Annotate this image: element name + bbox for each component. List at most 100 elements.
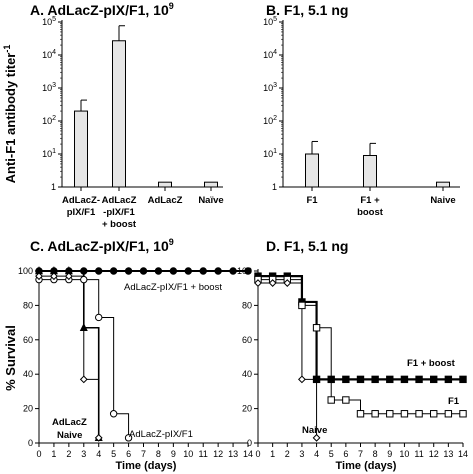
data-point bbox=[94, 433, 103, 442]
data-point bbox=[298, 375, 306, 384]
survival-line bbox=[258, 282, 318, 438]
data-point bbox=[400, 375, 409, 384]
data-point bbox=[64, 272, 73, 281]
data-point bbox=[327, 396, 335, 404]
panel-d-xlabel: Time (days) bbox=[336, 460, 397, 472]
data-point bbox=[386, 375, 394, 384]
x-tick-label: 2 bbox=[285, 449, 290, 459]
survival-line bbox=[39, 279, 130, 438]
x-tick-label: 9 bbox=[171, 449, 176, 459]
panel-c-ylabel: % Survival bbox=[3, 325, 18, 391]
category-label: Naïve bbox=[198, 195, 223, 206]
panel-b-plot: 1 101 102 103 104 105 F1 F1 +boost Naive bbox=[263, 16, 460, 218]
data-point bbox=[184, 267, 192, 275]
x-tick-label: 11 bbox=[199, 449, 208, 459]
data-point bbox=[124, 267, 133, 275]
category-label: boost bbox=[357, 207, 384, 218]
x-tick-label: 2 bbox=[66, 449, 71, 459]
category-label: F1 + bbox=[360, 195, 380, 206]
x-tick-label: 4 bbox=[314, 449, 319, 459]
survival-line bbox=[39, 270, 100, 438]
bar bbox=[436, 181, 450, 188]
panel-d-title: D. F1, 5.1 ng bbox=[266, 238, 348, 254]
x-tick-label: 10 bbox=[183, 449, 193, 459]
data-point bbox=[95, 313, 103, 322]
x-tick-label: 5 bbox=[329, 449, 334, 459]
data-point bbox=[80, 275, 88, 284]
y-tick-label: 60 bbox=[23, 335, 33, 345]
data-point bbox=[229, 267, 237, 275]
y-tick-label: 104 bbox=[263, 49, 277, 60]
x-tick-label: 0 bbox=[36, 449, 41, 459]
x-tick-label: 8 bbox=[373, 449, 378, 459]
data-point bbox=[342, 396, 350, 404]
y-tick-label: 105 bbox=[42, 16, 56, 27]
data-point bbox=[356, 375, 365, 384]
panel-b-title: B. F1, 5.1 ng bbox=[266, 2, 348, 18]
data-point bbox=[430, 375, 438, 384]
data-point bbox=[79, 322, 88, 331]
bar bbox=[204, 181, 218, 188]
y-tick-label: 40 bbox=[23, 369, 33, 379]
x-tick-label: 9 bbox=[387, 449, 392, 459]
data-point bbox=[298, 301, 306, 310]
y-tick-label: 20 bbox=[242, 404, 252, 414]
x-tick-label: 3 bbox=[81, 449, 86, 459]
y-tick-label: 60 bbox=[242, 335, 252, 345]
data-point bbox=[415, 375, 423, 384]
y-tick-label: 80 bbox=[242, 300, 252, 310]
category-label: AdLacZ bbox=[148, 195, 183, 206]
y-tick-label: 105 bbox=[263, 16, 277, 27]
data-point bbox=[109, 410, 118, 418]
x-tick-label: 3 bbox=[299, 449, 304, 459]
data-point bbox=[415, 410, 423, 418]
data-point bbox=[35, 272, 43, 281]
y-tick-label: 40 bbox=[242, 369, 252, 379]
data-point bbox=[50, 272, 58, 281]
data-point bbox=[342, 375, 350, 384]
data-point bbox=[444, 375, 453, 384]
data-point bbox=[79, 375, 88, 384]
category-label: pIX/F1 bbox=[67, 207, 96, 218]
panel-c-title: C. AdLacZ-pIX/F1, 109 bbox=[30, 237, 174, 254]
y-tick-label: 104 bbox=[42, 49, 56, 60]
data-point bbox=[386, 410, 394, 418]
category-label: AdLacZ- bbox=[62, 195, 100, 206]
annotation-adlacz: AdLacZ bbox=[52, 417, 87, 428]
data-point bbox=[169, 267, 178, 275]
x-tick-label: 14 bbox=[243, 449, 253, 459]
y-tick-label: 101 bbox=[42, 148, 56, 159]
data-point bbox=[400, 410, 409, 418]
x-tick-label: 12 bbox=[213, 449, 223, 459]
x-tick-label: 8 bbox=[156, 449, 161, 459]
data-point bbox=[430, 410, 438, 418]
data-point bbox=[124, 434, 133, 442]
y-tick-label: 1 bbox=[272, 182, 277, 192]
y-tick-label: 103 bbox=[42, 82, 56, 93]
data-point bbox=[244, 267, 252, 275]
annotation-naive-d: Naive bbox=[302, 425, 327, 436]
data-point bbox=[371, 410, 379, 418]
x-tick-label: 11 bbox=[414, 449, 423, 459]
bar bbox=[363, 155, 377, 188]
survival-line bbox=[39, 275, 100, 438]
x-tick-label: 13 bbox=[228, 449, 238, 459]
x-tick-label: 6 bbox=[126, 449, 131, 459]
data-point bbox=[95, 267, 103, 275]
x-tick-label: 4 bbox=[96, 449, 101, 459]
y-tick-label: 102 bbox=[263, 115, 277, 126]
x-tick-label: 13 bbox=[443, 449, 453, 459]
x-tick-label: 1 bbox=[51, 449, 56, 459]
y-tick-label: 1 bbox=[51, 182, 56, 192]
panel-a-plot: 1101102103104105AdLacZ-pIX/F1AdLacZ-pIX/… bbox=[42, 16, 224, 230]
data-point bbox=[371, 375, 379, 384]
category-label: AdLacZ bbox=[102, 195, 137, 206]
y-tick-label: 0 bbox=[28, 438, 33, 448]
data-point bbox=[444, 410, 453, 418]
data-point bbox=[254, 279, 262, 287]
data-point bbox=[268, 279, 277, 287]
x-tick-label: 1 bbox=[270, 449, 275, 459]
bar bbox=[305, 153, 319, 188]
data-point bbox=[283, 279, 292, 287]
